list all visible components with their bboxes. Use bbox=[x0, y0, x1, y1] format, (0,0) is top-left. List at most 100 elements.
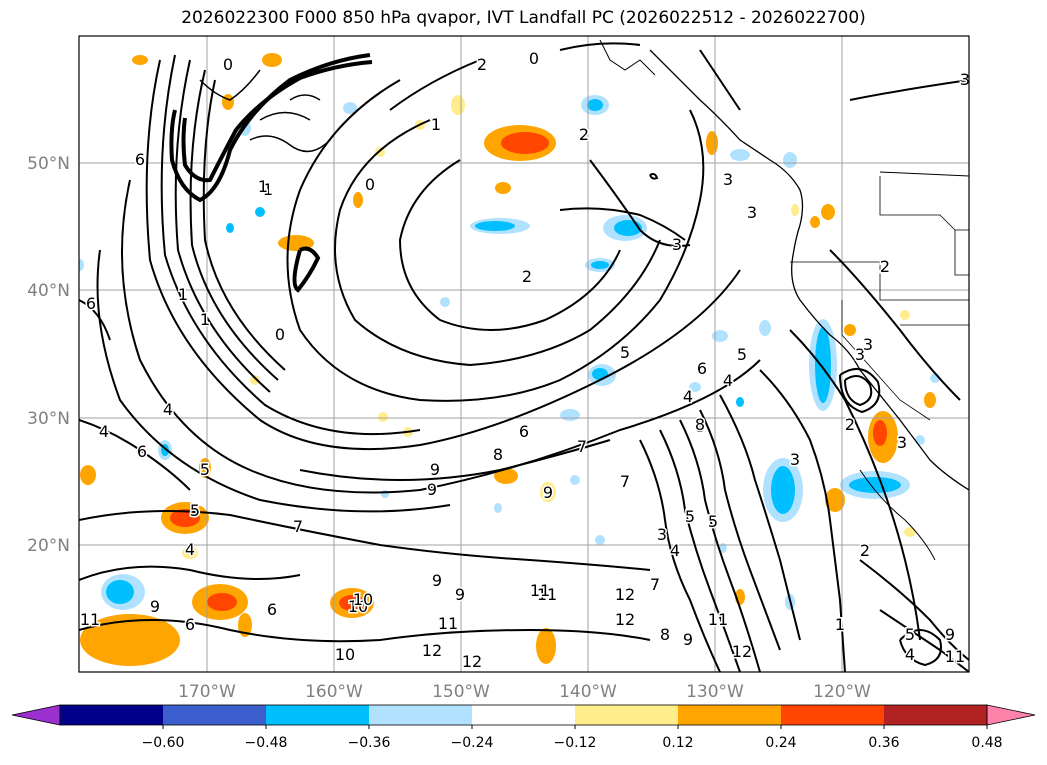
contour-label: 10 bbox=[348, 597, 368, 616]
colorbar-tick-label: −0.24 bbox=[451, 735, 494, 751]
contour-label: 11 bbox=[530, 581, 550, 600]
contour-label: 7 bbox=[650, 575, 660, 594]
contour-label: 9 bbox=[455, 585, 465, 604]
lon-label: 130°W bbox=[686, 682, 744, 702]
contour-label: 1 bbox=[431, 115, 441, 134]
contour-label: 0 bbox=[365, 175, 375, 194]
contour-label: 11 bbox=[80, 610, 100, 629]
lat-label: 20°N bbox=[27, 536, 70, 556]
lon-label: 170°W bbox=[178, 682, 236, 702]
lat-label: 30°N bbox=[27, 409, 70, 429]
contour-label: 5 bbox=[620, 343, 630, 362]
latitude-labels: 50°N 40°N 30°N 20°N bbox=[27, 154, 70, 556]
contour-label: 6 bbox=[267, 600, 277, 619]
contour-label: 3 bbox=[897, 433, 907, 452]
contour-label: 1 bbox=[835, 615, 845, 634]
lon-label: 150°W bbox=[432, 682, 490, 702]
contour-label: 0 bbox=[529, 49, 539, 68]
contour-label: 2 bbox=[845, 415, 855, 434]
contour-label: 5 bbox=[685, 507, 695, 526]
contour-label: 9 bbox=[543, 483, 553, 502]
contour-label: 4 bbox=[683, 387, 693, 406]
colorbar-bin bbox=[60, 705, 164, 725]
contour-label: 5 bbox=[200, 460, 210, 479]
contour-label: 0 bbox=[275, 325, 285, 344]
map-frame bbox=[78, 35, 970, 673]
contour-label: 3 bbox=[855, 345, 865, 364]
contour-label: 8 bbox=[695, 417, 705, 436]
contour-label: 9 bbox=[945, 625, 955, 644]
contour-label: 8 bbox=[660, 625, 670, 644]
contour-label: 8 bbox=[493, 445, 503, 464]
contour-label: 3 bbox=[863, 335, 873, 354]
contour-label: 5 bbox=[708, 512, 718, 531]
contour-label: 9 bbox=[427, 480, 437, 499]
contour-label: 8 bbox=[695, 415, 705, 434]
contour-label: 7 bbox=[293, 517, 303, 536]
contour-label: 6 bbox=[135, 150, 145, 169]
contour-label: 5 bbox=[737, 345, 747, 364]
contour-label: 9 bbox=[683, 630, 693, 649]
contour-label: 5 bbox=[905, 625, 915, 644]
colorbar-tick-label: −0.48 bbox=[245, 735, 288, 751]
graticule bbox=[79, 36, 969, 672]
contour-label: 2 bbox=[579, 125, 589, 144]
contour-label: 12 bbox=[732, 642, 752, 661]
contour-label: 2 bbox=[477, 55, 487, 74]
contour-label: 9 bbox=[432, 571, 442, 590]
lat-label: 40°N bbox=[27, 281, 70, 301]
colorbar-bin bbox=[266, 705, 370, 725]
contour-label: 6 bbox=[519, 422, 529, 441]
contour-label: 0 bbox=[223, 55, 233, 74]
colorbar-frame bbox=[59, 704, 988, 726]
contour-label: 1 bbox=[178, 285, 188, 304]
colorbar-tick-label: −0.12 bbox=[554, 735, 597, 751]
ivt-contours-dense bbox=[169, 53, 373, 293]
contour-label: 2 bbox=[522, 267, 532, 286]
contour-label: 3 bbox=[672, 235, 682, 254]
contour-label: 10 bbox=[353, 590, 373, 609]
contour-label: 2 bbox=[880, 257, 890, 276]
lon-label: 160°W bbox=[305, 682, 363, 702]
colorbar-tick-label: 0.36 bbox=[868, 735, 899, 751]
contour-label: 10 bbox=[335, 645, 355, 664]
lat-label: 50°N bbox=[27, 154, 70, 174]
contour-label: 1 bbox=[200, 310, 210, 329]
contour-label: 6 bbox=[185, 615, 195, 634]
contour-label: 3 bbox=[790, 450, 800, 469]
contour-label: 12 bbox=[615, 585, 635, 604]
colorbar-tick-label: 0.48 bbox=[971, 735, 1002, 751]
contour-label: 4 bbox=[670, 541, 680, 560]
contour-label: 11 bbox=[708, 610, 728, 629]
contour-label: 9 bbox=[430, 460, 440, 479]
colorbar-bin bbox=[575, 705, 679, 725]
contour-label: 6 bbox=[697, 359, 707, 378]
contour-label: 3 bbox=[747, 203, 757, 222]
contour-label: 12 bbox=[422, 641, 442, 660]
contour-label: 3 bbox=[723, 170, 733, 189]
colorbar-tick-label: −0.36 bbox=[348, 735, 391, 751]
contour-label: 12 bbox=[462, 652, 482, 671]
lon-label: 140°W bbox=[559, 682, 617, 702]
contour-label: 2 bbox=[860, 541, 870, 560]
contour-label: 7 bbox=[620, 472, 630, 491]
contour-label: 4 bbox=[185, 540, 195, 559]
contour-label: 3 bbox=[657, 525, 667, 544]
colorbar-tick-label: −0.60 bbox=[142, 735, 185, 751]
map-title: 2026022300 F000 850 hPa qvapor, IVT Land… bbox=[181, 8, 866, 28]
contour-label: 1 bbox=[258, 177, 268, 196]
contour-label: 4 bbox=[99, 422, 109, 441]
colorbar: −0.60 −0.48 −0.36 −0.24 −0.12 0.12 0.24 0.36 0.4… bbox=[11, 704, 1036, 751]
colorbar-extend-low bbox=[11, 704, 61, 726]
contour-label: 11 bbox=[945, 647, 965, 666]
contour-label: 3 bbox=[960, 70, 970, 89]
colorbar-tick-label: 0.24 bbox=[765, 735, 796, 751]
contour-label: 11 bbox=[438, 614, 458, 633]
colorbar-bin bbox=[781, 705, 885, 725]
colorbar-bin bbox=[369, 705, 473, 725]
contour-label: 4 bbox=[163, 400, 173, 419]
colorbar-bin bbox=[884, 705, 988, 725]
ivt-contours-aleutian bbox=[199, 69, 331, 153]
